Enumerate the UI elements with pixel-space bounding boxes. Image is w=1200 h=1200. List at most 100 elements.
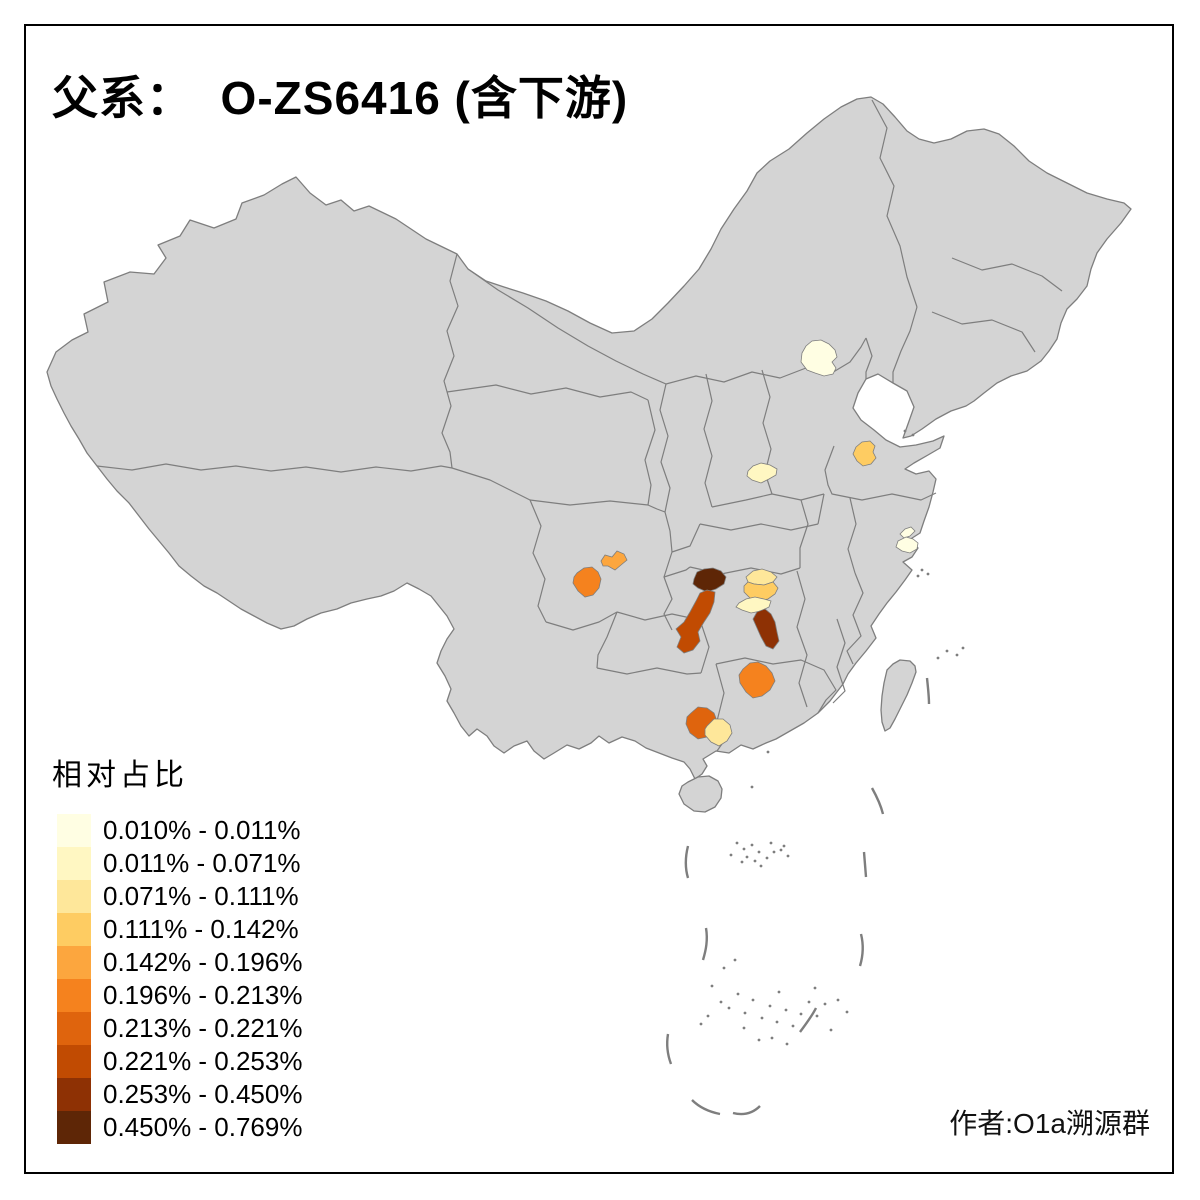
island-dot bbox=[936, 656, 940, 660]
province-border bbox=[703, 373, 713, 508]
map-region-central-hunan-gold bbox=[743, 581, 779, 602]
sea-boundary-dash bbox=[870, 787, 885, 815]
province-border bbox=[467, 268, 667, 385]
province-border bbox=[451, 467, 649, 506]
province-border bbox=[931, 311, 1036, 353]
nine-dash-line bbox=[666, 677, 931, 1116]
province-border bbox=[659, 383, 671, 532]
map-region-south-hunan-darkred bbox=[752, 608, 780, 650]
island-dot bbox=[823, 1002, 827, 1006]
legend-swatch bbox=[57, 913, 91, 946]
island-dot bbox=[722, 966, 726, 970]
island-dot bbox=[740, 860, 744, 864]
island-dot bbox=[815, 1014, 819, 1018]
island-dot bbox=[920, 568, 924, 572]
province-border bbox=[644, 399, 656, 506]
legend-swatch bbox=[57, 814, 91, 847]
province-border bbox=[715, 657, 837, 714]
legend-swatch bbox=[57, 847, 91, 880]
island-dot bbox=[719, 1000, 723, 1004]
map-region-north-guangdong bbox=[738, 661, 776, 699]
province-border bbox=[616, 611, 701, 621]
province-border bbox=[96, 463, 453, 473]
legend-item: 0.142% - 0.196% bbox=[57, 946, 302, 979]
island-dot bbox=[807, 1000, 811, 1004]
province-border bbox=[846, 572, 864, 665]
province-border bbox=[596, 611, 618, 669]
province-border bbox=[663, 530, 673, 631]
province-border bbox=[711, 493, 825, 508]
china-mainland-layer bbox=[46, 96, 1132, 813]
legend-label: 0.010% - 0.011% bbox=[103, 815, 301, 845]
province-border bbox=[847, 497, 857, 574]
legend-label: 0.196% - 0.213% bbox=[103, 980, 303, 1010]
legend-swatch bbox=[57, 880, 91, 913]
legend-swatch bbox=[57, 946, 91, 979]
sea-boundary-dash bbox=[691, 1099, 721, 1116]
province-border bbox=[865, 337, 873, 379]
legend-label: 0.221% - 0.253% bbox=[103, 1046, 303, 1076]
island-dot bbox=[750, 785, 754, 789]
province-border bbox=[446, 384, 649, 401]
island-dot bbox=[727, 1006, 731, 1010]
legend-item: 0.221% - 0.253% bbox=[57, 1045, 302, 1078]
legend-swatch bbox=[57, 1078, 91, 1111]
island-dot bbox=[742, 1026, 746, 1030]
island-dot bbox=[911, 433, 915, 437]
legend-item: 0.010% - 0.011% bbox=[57, 814, 302, 847]
island-dot bbox=[733, 958, 737, 962]
sea-boundary-dash bbox=[666, 1033, 673, 1065]
island-dot bbox=[772, 850, 776, 854]
legend-item: 0.450% - 0.769% bbox=[57, 1111, 302, 1144]
island-dot bbox=[829, 1028, 833, 1032]
province-border bbox=[951, 257, 1063, 292]
legend-item: 0.011% - 0.071% bbox=[57, 847, 302, 880]
legend-swatch bbox=[57, 1012, 91, 1045]
legend-item: 0.196% - 0.213% bbox=[57, 979, 302, 1012]
legend-label: 0.011% - 0.071% bbox=[103, 848, 301, 878]
province-border bbox=[699, 493, 825, 531]
island-dot bbox=[785, 1042, 789, 1046]
page-title: 父系： O-ZS6416 (含下游) bbox=[52, 72, 629, 124]
legend-swatch bbox=[57, 1111, 91, 1144]
map-region-central-shandong bbox=[852, 440, 877, 467]
hainan-island bbox=[678, 775, 723, 813]
island-dot bbox=[765, 856, 769, 860]
island-dot bbox=[784, 1008, 788, 1012]
island-dot bbox=[729, 853, 733, 857]
sea-boundary-dash bbox=[858, 933, 864, 967]
island-dot bbox=[945, 649, 949, 653]
legend-label: 0.450% - 0.769% bbox=[103, 1112, 303, 1142]
highlighted-regions bbox=[572, 339, 919, 747]
province-border bbox=[663, 566, 691, 578]
map-region-shanghai-city bbox=[895, 536, 919, 554]
legend-item: 0.071% - 0.111% bbox=[57, 880, 302, 913]
province-border bbox=[824, 445, 937, 501]
map-region-west-sichuan bbox=[572, 566, 602, 598]
legend-label: 0.071% - 0.111% bbox=[103, 881, 299, 911]
island-dot bbox=[766, 750, 770, 754]
sea-boundary-dash bbox=[862, 851, 868, 878]
island-dot bbox=[757, 1038, 761, 1042]
island-dot bbox=[769, 841, 773, 845]
island-dot bbox=[753, 859, 757, 863]
legend: 相对占比 0.010% - 0.011% 0.011% - 0.071% 0.071… bbox=[52, 750, 302, 1144]
island-dot bbox=[768, 1004, 772, 1008]
province-border bbox=[832, 618, 846, 704]
province-border bbox=[796, 570, 808, 708]
island-dot bbox=[961, 646, 965, 650]
island-dot bbox=[786, 854, 790, 858]
island-dot bbox=[813, 986, 817, 990]
sea-boundary-dash bbox=[732, 1105, 761, 1116]
island-dot bbox=[742, 847, 746, 851]
province-border bbox=[596, 667, 702, 675]
island-dot bbox=[710, 984, 714, 988]
island-dot bbox=[751, 998, 755, 1002]
island-dot bbox=[916, 574, 920, 578]
legend-title: 相对占比 bbox=[52, 759, 188, 792]
province-border bbox=[647, 504, 666, 513]
legend-item: 0.213% - 0.221% bbox=[57, 1012, 302, 1045]
legend-label: 0.142% - 0.196% bbox=[103, 947, 303, 977]
